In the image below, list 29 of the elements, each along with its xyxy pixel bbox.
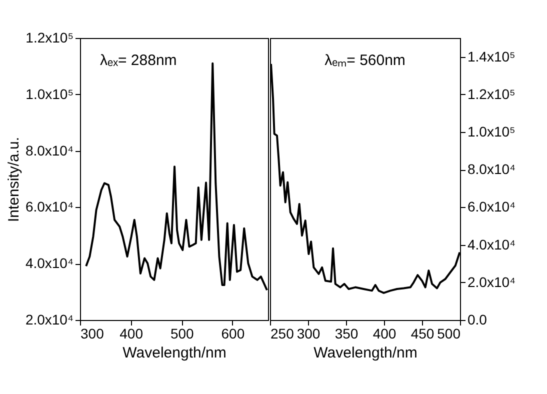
x-axis-title: Wavelength/nm bbox=[122, 344, 226, 362]
y-tick-label: 2.0x10⁴ bbox=[468, 274, 516, 290]
x-tick-label: 400 bbox=[372, 326, 396, 342]
y-tick-label: 1.2x10⁵ bbox=[468, 86, 516, 102]
x-tick-label: 600 bbox=[221, 326, 245, 342]
y-tick-label: 6.0x10⁴ bbox=[25, 198, 74, 215]
y-axis-title: Intensity/a.u. bbox=[5, 136, 22, 222]
x-axis-title: Wavelength/nm bbox=[314, 344, 418, 362]
y-tick-label: 6.0x10⁴ bbox=[468, 198, 516, 215]
y-tick-label: 2.0x10⁴ bbox=[25, 312, 74, 328]
x-tick-label: 500 bbox=[170, 326, 194, 342]
y-tick-label: 1.4x10⁵ bbox=[468, 48, 516, 64]
y-tick-label: 1.0x10⁵ bbox=[468, 124, 516, 140]
y-tick-label: 0.0 bbox=[468, 312, 488, 328]
y-tick-label: 8.0x10⁴ bbox=[468, 161, 516, 178]
x-tick-label: 250 bbox=[270, 326, 294, 342]
x-tick-label: 500 bbox=[437, 326, 461, 342]
x-tick-label: 300 bbox=[80, 326, 104, 342]
annotation: λₑₘ= 560nm bbox=[324, 52, 406, 69]
y-tick-label: 8.0x10⁴ bbox=[25, 142, 74, 158]
x-tick-label: 450 bbox=[410, 326, 434, 342]
y-tick-label: 4.0x10⁴ bbox=[468, 236, 516, 252]
annotation: λₑₓ= 288nm bbox=[100, 52, 177, 69]
x-tick-label: 300 bbox=[296, 326, 320, 342]
y-tick-label: 1.2x10⁵ bbox=[26, 30, 74, 46]
y-tick-label: 1.0x10⁵ bbox=[26, 86, 74, 102]
x-tick-label: 400 bbox=[120, 326, 144, 342]
x-tick-label: 350 bbox=[334, 326, 358, 342]
y-tick-label: 4.0x10⁴ bbox=[25, 255, 74, 272]
